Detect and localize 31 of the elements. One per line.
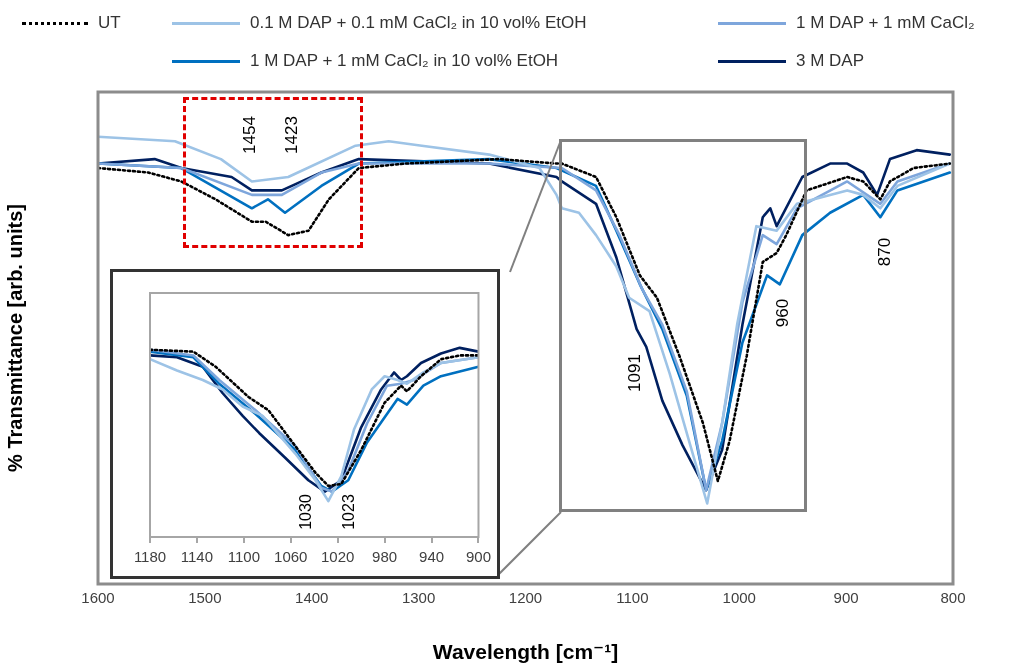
x-tick-label: 980 xyxy=(372,548,398,566)
legend-label: 3 M DAP xyxy=(796,51,865,71)
x-tick-label: 1000 xyxy=(722,589,756,607)
annotation: 1030 xyxy=(297,494,315,530)
x-tick-label: 900 xyxy=(833,589,859,607)
x-tick-label: 940 xyxy=(419,548,445,566)
legend-label: 0.1 M DAP + 0.1 mM CaCl₂ in 10 vol% EtOH xyxy=(250,13,587,33)
x-tick-label: 1180 xyxy=(133,548,167,566)
x-tick-label: 1200 xyxy=(508,589,543,607)
legend-label: 1 M DAP + 1 mM CaCl₂ xyxy=(796,13,975,33)
x-tick-label: 1140 xyxy=(180,548,214,566)
x-tick-label: 1400 xyxy=(295,589,329,607)
x-tick-label: 1500 xyxy=(188,589,222,607)
legend-label: 1 M DAP + 1 mM CaCl₂ in 10 vol% EtOH xyxy=(250,51,559,71)
y-axis-title: % Transmittance [arb. units] xyxy=(3,204,26,472)
x-tick-label: 1600 xyxy=(81,589,115,607)
x-axis-title: Wavelength [cm⁻¹] xyxy=(432,640,619,664)
annotation: 1454 xyxy=(239,116,259,154)
legend-label: UT xyxy=(98,13,121,33)
x-tick-label: 1020 xyxy=(321,548,355,566)
annotation: 960 xyxy=(772,298,792,328)
x-tick-label: 1060 xyxy=(274,548,308,566)
x-tick-label: 800 xyxy=(940,589,966,607)
annotation: 1423 xyxy=(281,116,301,154)
x-tick-label: 1100 xyxy=(616,589,649,607)
annotation: 1023 xyxy=(340,494,358,530)
x-tick-label: 900 xyxy=(465,548,491,566)
x-tick-label: 1100 xyxy=(227,548,260,566)
annotation: 1091 xyxy=(624,354,644,392)
annotation: 870 xyxy=(874,237,894,267)
x-tick-label: 1300 xyxy=(401,589,436,607)
